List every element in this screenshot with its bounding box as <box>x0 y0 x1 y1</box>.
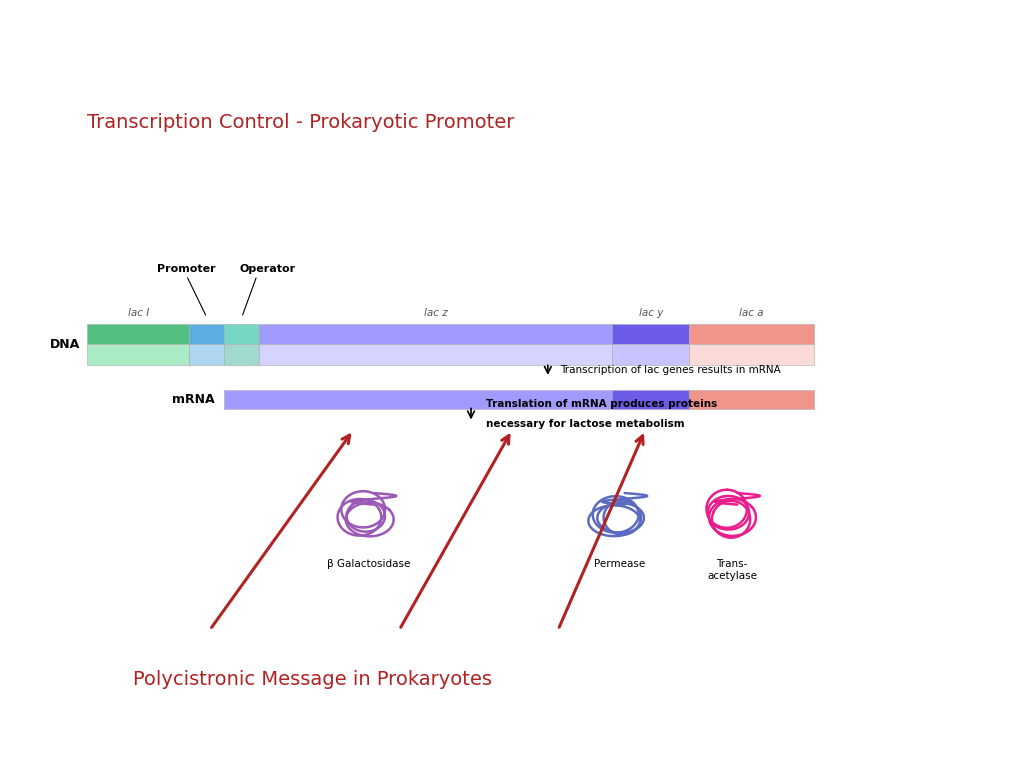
Bar <box>689 390 814 409</box>
Bar <box>189 324 224 344</box>
Bar <box>189 344 224 366</box>
Bar <box>612 390 689 409</box>
Bar <box>224 324 259 344</box>
Bar <box>689 344 814 366</box>
Text: lac y: lac y <box>639 307 663 318</box>
Text: Trans-
acetylase: Trans- acetylase <box>708 559 757 581</box>
Text: mRNA: mRNA <box>172 393 215 406</box>
Text: Permease: Permease <box>594 559 645 569</box>
Text: DNA: DNA <box>49 338 80 351</box>
Text: lac a: lac a <box>739 307 764 318</box>
Text: lac I: lac I <box>128 307 148 318</box>
Bar <box>87 324 189 344</box>
Text: Transcription of lac genes results in mRNA: Transcription of lac genes results in mR… <box>560 365 781 376</box>
Text: Operator: Operator <box>240 263 295 274</box>
Bar <box>612 324 689 344</box>
Bar <box>612 344 689 366</box>
Text: Transcription Control - Prokaryotic Promoter: Transcription Control - Prokaryotic Prom… <box>87 114 514 132</box>
Text: lac z: lac z <box>424 307 447 318</box>
Bar <box>224 390 612 409</box>
Text: β Galactosidase: β Galactosidase <box>327 559 411 569</box>
Bar <box>87 344 189 366</box>
Text: necessary for lactose metabolism: necessary for lactose metabolism <box>486 419 685 429</box>
Bar <box>259 344 612 366</box>
Text: Polycistronic Message in Prokaryotes: Polycistronic Message in Prokaryotes <box>133 670 493 689</box>
Text: Promoter: Promoter <box>157 263 216 274</box>
Bar <box>689 324 814 344</box>
Text: Translation of mRNA produces proteins: Translation of mRNA produces proteins <box>486 399 718 409</box>
Bar <box>224 344 259 366</box>
Bar <box>259 324 612 344</box>
